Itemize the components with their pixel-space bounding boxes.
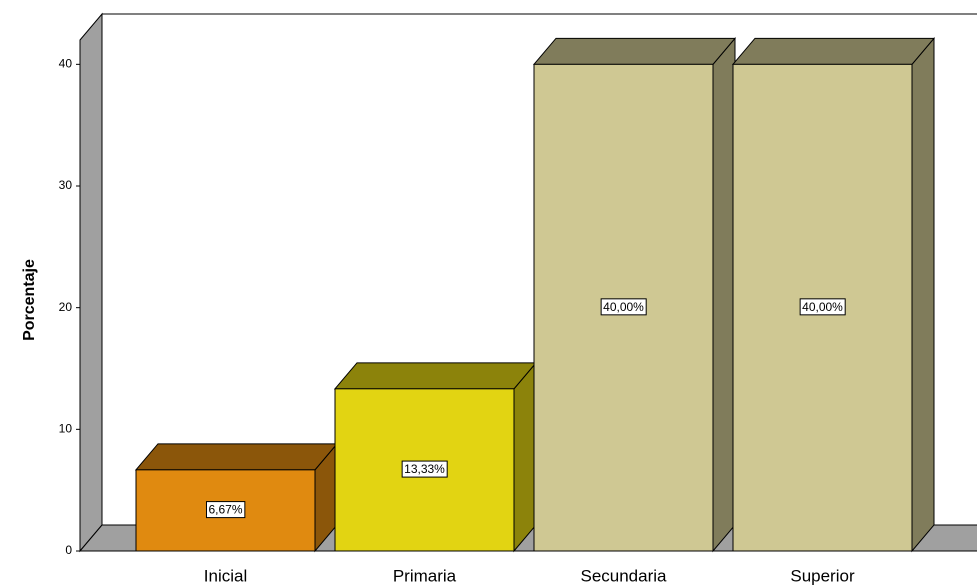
y-tick-label: 30 [59, 178, 73, 192]
bar-group: 40,00% [731, 36, 936, 553]
y-tick-label: 40 [59, 57, 73, 71]
value-label-box [600, 298, 647, 316]
bar-top [532, 37, 737, 65]
bar-top [134, 443, 339, 471]
y-axis-label: Porcentaje [21, 259, 38, 341]
x-tick-label: Primaria [393, 566, 457, 585]
bar-side [513, 361, 537, 553]
bar-group: 6,67% [134, 442, 339, 553]
value-label: 6,67% [208, 503, 242, 517]
left-wall [79, 12, 103, 553]
x-tick-label: Superior [790, 566, 855, 585]
value-label-box [799, 298, 846, 316]
value-label: 40,00% [603, 300, 644, 314]
x-tick-label: Inicial [204, 566, 247, 585]
y-tick-label: 0 [65, 543, 72, 557]
bar-top [731, 37, 936, 65]
bar-side [712, 36, 736, 553]
value-label-box [401, 460, 448, 478]
value-label: 13,33% [404, 462, 445, 476]
x-tick-label: Secundaria [580, 566, 667, 585]
value-label: 40,00% [802, 300, 843, 314]
value-label-box [205, 501, 246, 519]
y-tick-label: 10 [59, 422, 73, 436]
y-tick-label: 20 [59, 300, 73, 314]
bar-top [333, 362, 538, 390]
bar-side [911, 36, 935, 553]
bar-group: 40,00% [532, 36, 737, 553]
bar-group: 13,33% [333, 361, 538, 553]
